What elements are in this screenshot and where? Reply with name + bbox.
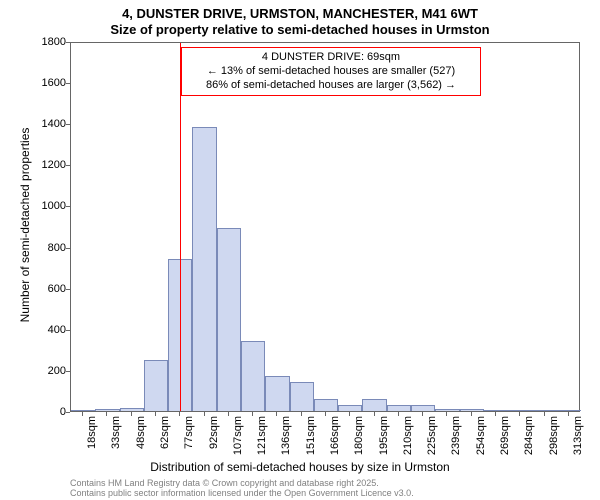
x-tick-label: 18sqm bbox=[86, 416, 98, 449]
x-tick-mark bbox=[519, 412, 520, 416]
x-tick-label: 239sqm bbox=[450, 416, 462, 455]
x-tick-mark bbox=[252, 412, 253, 416]
x-tick-label: 180sqm bbox=[353, 416, 365, 455]
x-tick-mark bbox=[398, 412, 399, 416]
x-tick-label: 195sqm bbox=[378, 416, 390, 455]
x-tick-label: 107sqm bbox=[232, 416, 244, 455]
histogram-bar bbox=[265, 376, 289, 411]
histogram-bar bbox=[557, 410, 581, 411]
x-tick-mark bbox=[106, 412, 107, 416]
x-tick-mark bbox=[325, 412, 326, 416]
chart-container: 4, DUNSTER DRIVE, URMSTON, MANCHESTER, M… bbox=[0, 0, 600, 500]
x-tick-label: 151sqm bbox=[305, 416, 317, 455]
histogram-bar bbox=[411, 405, 435, 411]
histogram-bar bbox=[241, 341, 265, 411]
footer-line-1: Contains HM Land Registry data © Crown c… bbox=[70, 478, 379, 488]
histogram-bar bbox=[314, 399, 338, 411]
x-tick-label: 121sqm bbox=[256, 416, 268, 455]
x-tick-mark bbox=[179, 412, 180, 416]
x-tick-label: 62sqm bbox=[159, 416, 171, 449]
x-tick-mark bbox=[568, 412, 569, 416]
histogram-bar bbox=[217, 228, 241, 411]
histogram-bar bbox=[338, 405, 362, 411]
y-tick-mark bbox=[66, 330, 70, 331]
y-tick-label: 200 bbox=[26, 365, 66, 377]
histogram-bar bbox=[435, 409, 459, 411]
y-tick-mark bbox=[66, 371, 70, 372]
y-tick-mark bbox=[66, 42, 70, 43]
x-tick-label: 48sqm bbox=[135, 416, 147, 449]
x-tick-label: 77sqm bbox=[183, 416, 195, 449]
histogram-bar bbox=[532, 410, 556, 411]
y-tick-mark bbox=[66, 412, 70, 413]
x-tick-mark bbox=[349, 412, 350, 416]
x-tick-mark bbox=[301, 412, 302, 416]
histogram-bar bbox=[387, 405, 411, 411]
y-tick-mark bbox=[66, 83, 70, 84]
y-tick-label: 1400 bbox=[26, 118, 66, 130]
x-tick-label: 313sqm bbox=[572, 416, 584, 455]
histogram-bar bbox=[362, 399, 386, 411]
x-tick-label: 210sqm bbox=[402, 416, 414, 455]
y-tick-mark bbox=[66, 206, 70, 207]
x-tick-mark bbox=[446, 412, 447, 416]
x-tick-label: 298sqm bbox=[548, 416, 560, 455]
annotation-line: 86% of semi-detached houses are larger (… bbox=[187, 79, 475, 93]
histogram-bar bbox=[120, 408, 144, 411]
x-tick-mark bbox=[374, 412, 375, 416]
y-tick-label: 1800 bbox=[26, 36, 66, 48]
histogram-bar bbox=[290, 382, 314, 411]
x-tick-label: 92sqm bbox=[208, 416, 220, 449]
annotation-line: ← 13% of semi-detached houses are smalle… bbox=[187, 65, 475, 79]
x-tick-mark bbox=[422, 412, 423, 416]
footer-line-2: Contains public sector information licen… bbox=[70, 488, 414, 498]
annotation-line: 4 DUNSTER DRIVE: 69sqm bbox=[187, 51, 475, 65]
y-tick-label: 600 bbox=[26, 283, 66, 295]
y-tick-mark bbox=[66, 165, 70, 166]
x-tick-mark bbox=[131, 412, 132, 416]
marker-line bbox=[180, 43, 181, 411]
x-tick-mark bbox=[155, 412, 156, 416]
x-tick-label: 225sqm bbox=[426, 416, 438, 455]
y-tick-label: 1000 bbox=[26, 200, 66, 212]
title-main: 4, DUNSTER DRIVE, URMSTON, MANCHESTER, M… bbox=[0, 6, 600, 21]
x-tick-mark bbox=[471, 412, 472, 416]
x-tick-label: 269sqm bbox=[499, 416, 511, 455]
y-tick-label: 1600 bbox=[26, 77, 66, 89]
histogram-bar bbox=[484, 410, 508, 411]
histogram-bar bbox=[144, 360, 168, 411]
histogram-bar bbox=[508, 410, 532, 411]
x-tick-mark bbox=[276, 412, 277, 416]
plot-area: 4 DUNSTER DRIVE: 69sqm← 13% of semi-deta… bbox=[70, 42, 580, 412]
y-tick-label: 1200 bbox=[26, 159, 66, 171]
histogram-bar bbox=[460, 409, 484, 411]
x-tick-mark bbox=[82, 412, 83, 416]
y-tick-label: 0 bbox=[26, 406, 66, 418]
annotation-box: 4 DUNSTER DRIVE: 69sqm← 13% of semi-deta… bbox=[181, 47, 481, 96]
x-tick-mark bbox=[544, 412, 545, 416]
x-tick-label: 166sqm bbox=[329, 416, 341, 455]
x-axis-label: Distribution of semi-detached houses by … bbox=[0, 460, 600, 474]
y-tick-mark bbox=[66, 124, 70, 125]
x-tick-mark bbox=[228, 412, 229, 416]
y-tick-mark bbox=[66, 289, 70, 290]
x-tick-label: 136sqm bbox=[280, 416, 292, 455]
histogram-bar bbox=[192, 127, 216, 411]
x-tick-label: 33sqm bbox=[110, 416, 122, 449]
title-sub: Size of property relative to semi-detach… bbox=[0, 22, 600, 37]
x-tick-label: 284sqm bbox=[523, 416, 535, 455]
y-tick-mark bbox=[66, 248, 70, 249]
x-tick-mark bbox=[204, 412, 205, 416]
y-tick-label: 400 bbox=[26, 324, 66, 336]
histogram-bar bbox=[95, 409, 119, 411]
x-tick-label: 254sqm bbox=[475, 416, 487, 455]
x-tick-mark bbox=[495, 412, 496, 416]
histogram-bar bbox=[71, 410, 95, 411]
y-tick-label: 800 bbox=[26, 242, 66, 254]
